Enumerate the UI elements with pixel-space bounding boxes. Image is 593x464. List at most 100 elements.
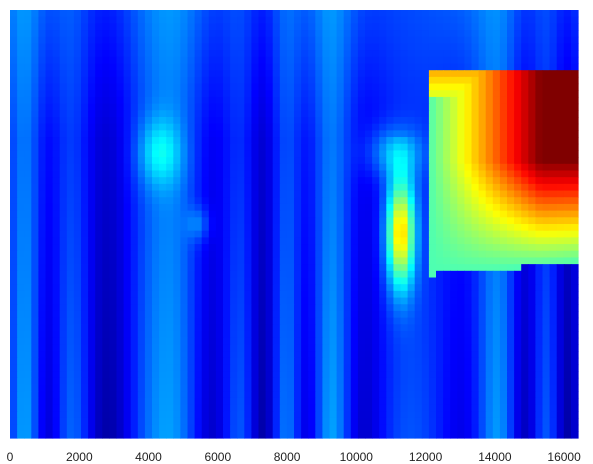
heatmap-cell [535,96,544,105]
heatmap-cell [343,117,352,125]
heatmap-cell [379,70,387,78]
heatmap-cell [400,417,409,426]
heatmap-cell [336,290,345,299]
heatmap-cell [194,230,203,238]
heatmap-cell [215,103,224,111]
heatmap-cell [450,150,458,158]
heatmap-cell [88,157,96,165]
heatmap-cell [528,317,536,325]
heatmap-cell [88,397,96,406]
heatmap-cell [336,377,345,386]
heatmap-cell [123,357,132,366]
heatmap-cell [450,163,458,172]
heatmap-cell [244,137,252,145]
heatmap-cell [343,324,352,332]
heatmap-cell [166,397,174,406]
heatmap-cell [499,304,508,312]
heatmap-cell [535,304,544,312]
heatmap-cell [492,137,501,145]
heatmap-cell [428,163,437,172]
heatmap-cell [123,397,132,406]
heatmap-cell [102,130,110,138]
heatmap-cell [251,391,260,399]
heatmap-cell [24,110,32,118]
heatmap-cell [457,404,465,412]
heatmap-cell [279,157,288,165]
heatmap-cell [180,90,189,98]
heatmap-cell [116,417,125,426]
heatmap-cell [400,56,409,65]
heatmap-cell [528,36,536,45]
heatmap-cell [428,317,437,325]
heatmap-cell [365,90,373,98]
heatmap-cell [187,331,196,339]
heatmap-cell [350,83,359,91]
heatmap-cell [180,103,189,111]
heatmap-cell [251,304,260,312]
heatmap-cell [386,103,394,111]
heatmap-cell [556,290,565,299]
heatmap-cell [123,424,132,432]
heatmap-cell [17,190,25,198]
heatmap-cell [123,270,132,279]
heatmap-cell [414,224,423,232]
heatmap-cell [329,244,338,252]
heatmap-cell [357,277,366,285]
heatmap-cell [144,244,153,252]
heatmap-cell [428,284,437,292]
heatmap-cell [457,96,465,105]
heatmap-cell [109,110,118,118]
heatmap-cell [286,43,295,51]
heatmap-cell [251,163,260,172]
heatmap-cell [428,411,437,419]
heatmap-cell [549,50,558,58]
heatmap-cell [521,284,529,292]
heatmap-cell [230,30,238,38]
heatmap-cell [492,43,501,51]
heatmap-cell [102,56,110,65]
heatmap-cell [450,351,458,359]
heatmap-cell [144,324,153,332]
heatmap-cell [286,217,295,225]
heatmap-cell [59,56,68,65]
heatmap-cell [421,90,430,98]
heatmap-cell [194,371,203,379]
heatmap-cell [194,203,203,212]
heatmap-cell [301,364,309,372]
heatmap-cell [521,357,529,366]
heatmap-cell [294,331,302,339]
heatmap-cell [223,197,231,205]
heatmap-cell [556,190,565,198]
heatmap-cell [123,83,132,91]
heatmap-cell [372,391,380,399]
heatmap-cell [52,224,61,232]
heatmap-cell [372,284,380,292]
heatmap-cell [24,404,32,412]
heatmap-cell [308,130,316,138]
heatmap-cell [223,123,231,131]
heatmap-cell [521,56,529,65]
heatmap-cell [570,417,579,426]
heatmap-cell [137,364,146,372]
heatmap-cell [563,190,572,198]
heatmap-cell [180,30,189,38]
heatmap-cell [308,143,316,152]
heatmap-cell [201,143,210,152]
heatmap-cell [485,417,494,426]
heatmap-cell [357,337,366,345]
heatmap-cell [137,310,146,319]
heatmap-cell [507,310,515,319]
heatmap-cell [173,36,181,45]
heatmap-cell [421,257,430,265]
heatmap-cell [549,371,558,379]
heatmap-cell [372,337,380,345]
heatmap-cell [180,331,189,339]
heatmap-cell [336,10,345,18]
heatmap-cell [66,270,75,279]
heatmap-cell [166,10,174,18]
heatmap-cell [88,364,96,372]
heatmap-cell [230,277,238,285]
heatmap-cell [215,210,224,218]
heatmap-cell [159,70,167,78]
heatmap-cell [556,297,565,305]
